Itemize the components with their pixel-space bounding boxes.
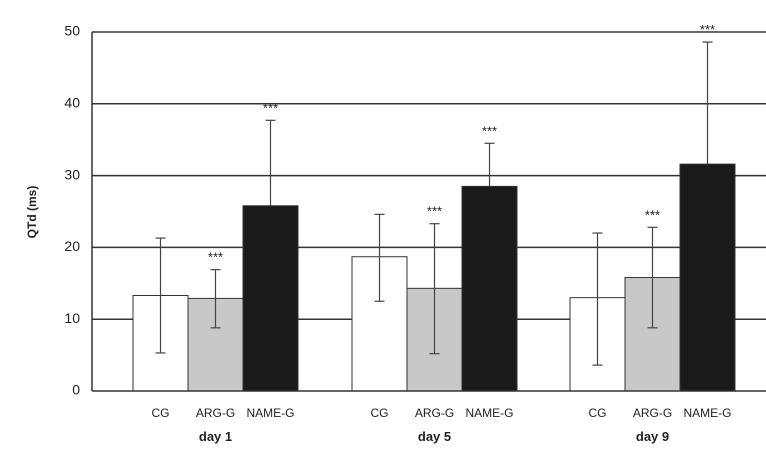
y-tick-label-30: 30	[64, 166, 80, 182]
category-label-name-g: NAME-G	[247, 406, 295, 420]
category-label-arg-g: ARG-G	[633, 406, 672, 420]
category-label-cg: CG	[589, 406, 607, 420]
category-label-cg: CG	[152, 406, 170, 420]
y-tick-label-10: 10	[64, 310, 80, 326]
category-label-cg: CG	[371, 406, 389, 420]
category-label-name-g: NAME-G	[466, 406, 514, 420]
bar-day1-name-g	[242, 205, 299, 392]
significance-label: ***	[208, 250, 223, 265]
significance-label: ***	[263, 100, 278, 115]
category-label-arg-g: ARG-G	[196, 406, 235, 420]
bars-layer	[132, 163, 736, 392]
category-label-name-g: NAME-G	[684, 406, 732, 420]
group-label-day9: day 9	[636, 429, 669, 444]
y-tick-label-0: 0	[72, 382, 80, 398]
group-label-day1: day 1	[199, 429, 232, 444]
category-label-arg-g: ARG-G	[415, 406, 454, 420]
y-tick-label-40: 40	[64, 95, 80, 111]
axis-layer	[91, 32, 766, 392]
y-tick-label-20: 20	[64, 238, 80, 254]
significance-label: ***	[427, 204, 442, 219]
significance-label: ***	[645, 207, 660, 222]
error-bars-layer	[155, 41, 713, 366]
bar-day5-name-g	[461, 185, 518, 392]
y-axis-label: QTd (ms)	[25, 186, 39, 239]
significance-label: ***	[700, 22, 715, 37]
group-label-day5: day 5	[418, 429, 451, 444]
bar-day9-name-g	[679, 163, 736, 392]
labels-layer: 0 10 20 30 40 50 CG *** ARG-G *** NAME-G day 1 CG ***…	[64, 22, 731, 444]
y-tick-label-50: 50	[64, 23, 80, 39]
grid-layer	[92, 31, 766, 320]
significance-label: ***	[482, 123, 497, 138]
